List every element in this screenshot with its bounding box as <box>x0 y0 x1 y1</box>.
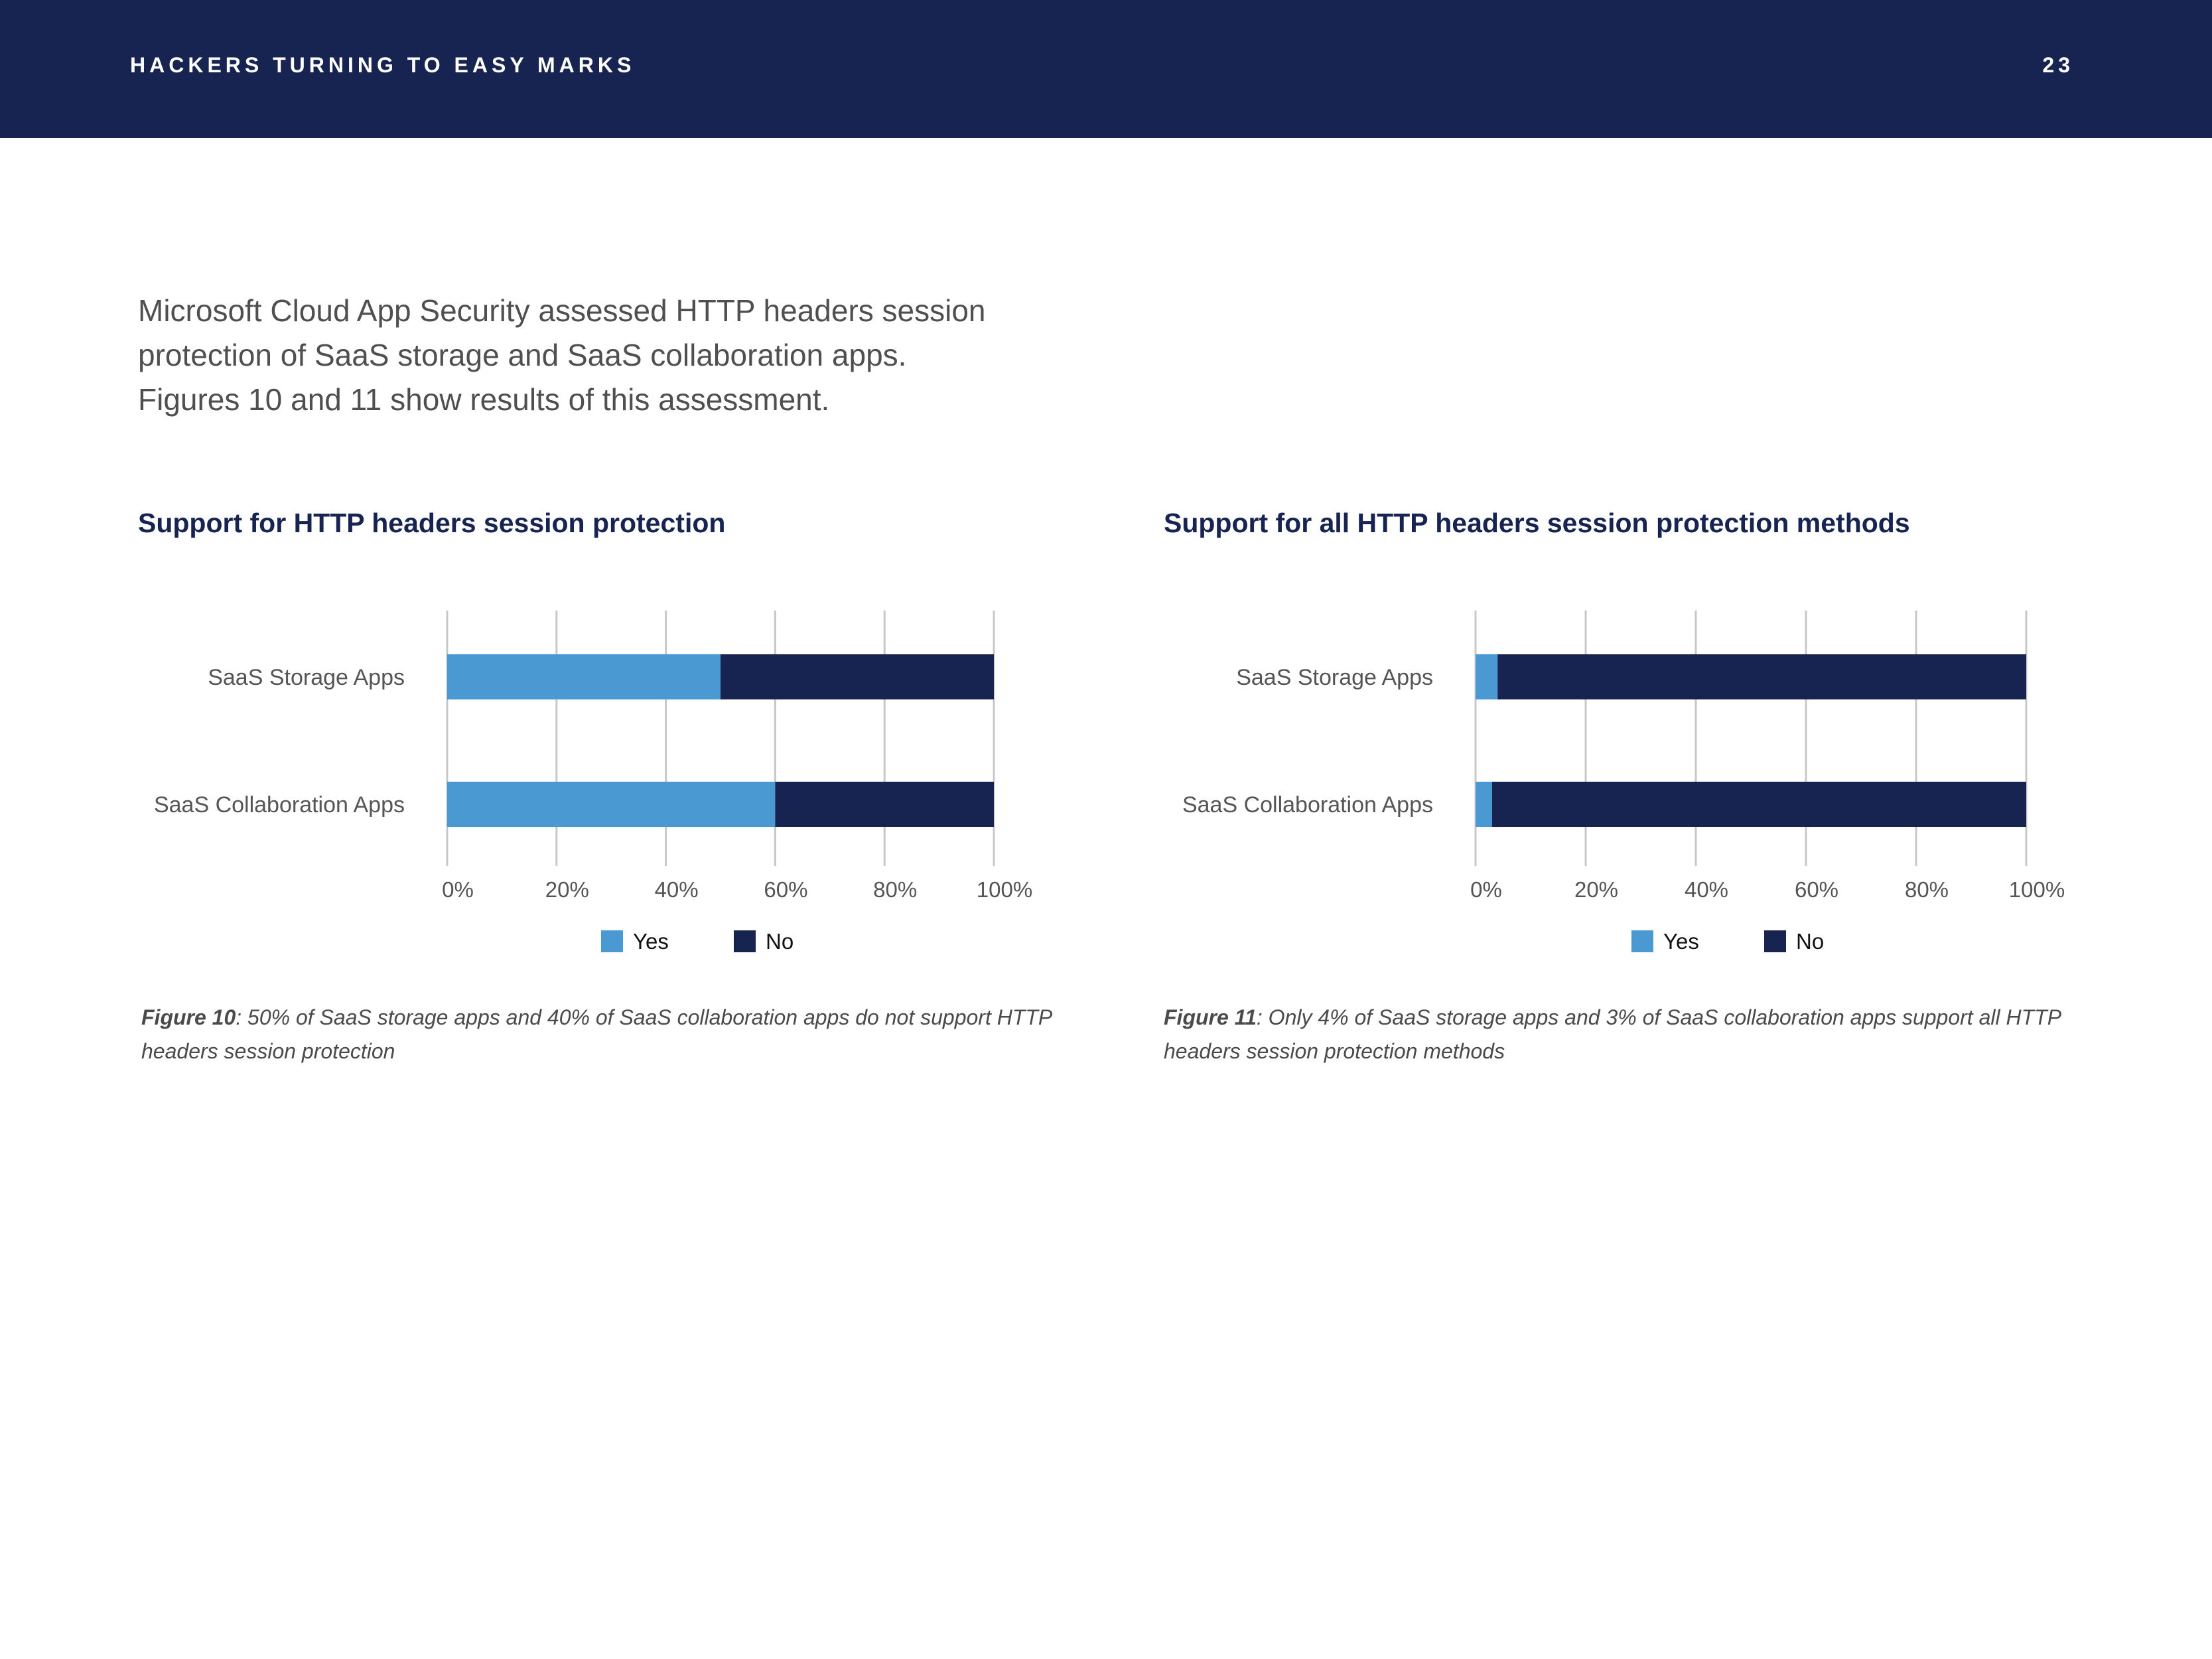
intro-line: protection of SaaS storage and SaaS coll… <box>138 338 907 372</box>
x-tick-label: 0% <box>1470 877 1502 902</box>
intro-line: Microsoft Cloud App Security assessed HT… <box>138 293 986 328</box>
category-label: SaaS Collaboration Apps <box>154 792 405 818</box>
x-tick-label: 60% <box>1795 877 1838 902</box>
intro-paragraph: Microsoft Cloud App Security assessed HT… <box>138 289 1067 422</box>
x-tick-label: 60% <box>764 877 807 902</box>
chart-figure-11: 0% 20% 40% 60% 80% 100% SaaS Storage Apps SaaS … <box>1182 611 2065 954</box>
bar-no <box>1497 654 2026 699</box>
legend-label: Yes <box>633 929 669 954</box>
bar-yes <box>1476 782 1492 827</box>
caption-text: : 50% of SaaS storage apps and 40% of Sa… <box>141 1005 1052 1063</box>
header-title: HACKERS TURNING TO EASY MARKS <box>130 53 636 77</box>
legend-swatch-yes <box>601 930 623 952</box>
caption-label: Figure 10 <box>141 1005 236 1029</box>
page-header: HACKERS TURNING TO EASY MARKS 23 <box>0 0 2212 138</box>
x-tick-label: 20% <box>1574 877 1618 902</box>
legend-label: Yes <box>1663 929 1699 954</box>
x-tick-label: 100% <box>2009 877 2065 902</box>
caption-figure-10: Figure 10: 50% of SaaS storage apps and … <box>141 1001 1057 1068</box>
x-tick-label: 80% <box>873 877 917 902</box>
caption-label: Figure 11 <box>1164 1005 1257 1029</box>
x-tick-label: 20% <box>545 877 589 902</box>
legend-label: No <box>1796 929 1824 954</box>
legend-swatch-no <box>1764 930 1786 952</box>
chart-title-figure-11: Support for all HTTP headers session pro… <box>1164 508 1910 538</box>
bar-no <box>775 782 994 827</box>
category-label: SaaS Storage Apps <box>208 665 405 690</box>
x-tick-label: 0% <box>442 877 474 902</box>
caption-text: : Only 4% of SaaS storage apps and 3% of… <box>1164 1005 2061 1063</box>
x-tick-label: 40% <box>1685 877 1728 902</box>
chart-title-figure-10: Support for HTTP headers session protect… <box>138 508 726 538</box>
intro-line: Figures 10 and 11 show results of this a… <box>138 382 830 417</box>
x-tick-label: 80% <box>1905 877 1949 902</box>
category-label: SaaS Collaboration Apps <box>1182 792 1433 818</box>
bar-yes <box>1476 654 1498 699</box>
x-tick-label: 100% <box>977 877 1032 902</box>
x-tick-label: 40% <box>655 877 699 902</box>
caption-figure-11: Figure 11: Only 4% of SaaS storage apps … <box>1164 1001 2079 1068</box>
bar-yes <box>447 654 721 699</box>
bar-yes <box>447 782 776 827</box>
chart-figure-10: 0% 20% 40% 60% 80% 100% SaaS Storage Apps SaaS … <box>154 611 1032 954</box>
category-label: SaaS Storage Apps <box>1236 665 1433 690</box>
legend-label: No <box>766 929 794 954</box>
bar-no <box>1491 782 2026 827</box>
bar-no <box>721 654 994 699</box>
legend-swatch-no <box>734 930 756 952</box>
legend-swatch-yes <box>1631 930 1653 952</box>
page-number: 23 <box>2042 53 2074 77</box>
